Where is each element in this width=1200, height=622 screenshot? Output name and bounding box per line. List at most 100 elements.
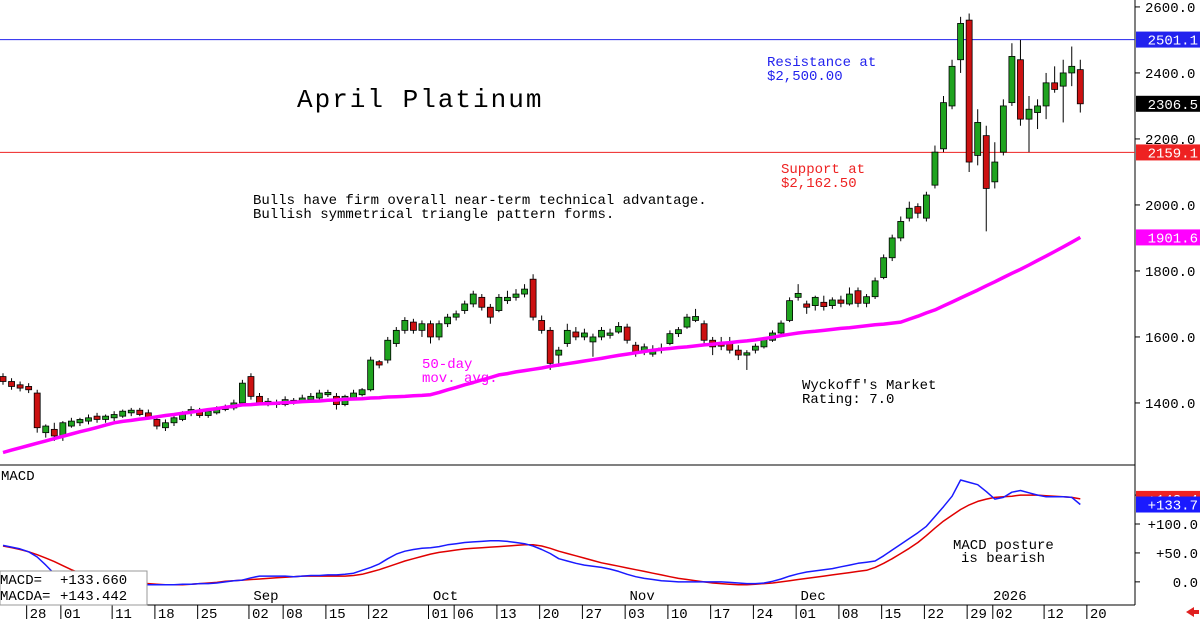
x-tick-label: 01	[432, 607, 449, 622]
macd-y-tick-label: +50.0	[1156, 547, 1198, 563]
candle-body	[581, 332, 588, 338]
candle-body	[828, 299, 836, 306]
candle-body	[521, 288, 528, 295]
annotation: Rating: 7.0	[802, 392, 894, 408]
candle-body	[914, 206, 922, 214]
candle-body	[871, 280, 879, 298]
candle-body	[495, 296, 503, 311]
candle-body	[50, 428, 58, 437]
x-tick-label: 08	[286, 607, 303, 622]
y-tick-label: 1400.0	[1145, 397, 1195, 413]
month-label: Oct	[433, 589, 458, 605]
x-tick-label: 25	[201, 607, 218, 622]
macd-y-tick-label: +100.0	[1148, 518, 1198, 534]
annotation: Support at	[781, 162, 865, 178]
y-tick-label: 1800.0	[1145, 265, 1195, 281]
readout-value: +143.442	[60, 589, 127, 605]
candle-body	[418, 323, 426, 331]
x-tick-label: 08	[842, 607, 859, 622]
candle-body	[478, 296, 486, 308]
x-tick-label: 10	[671, 607, 688, 622]
candle-body	[957, 23, 964, 61]
candle-body	[982, 135, 990, 189]
candle-body	[1008, 56, 1016, 104]
x-tick-label: 20	[543, 607, 560, 622]
candle-body	[102, 415, 109, 420]
candle-body	[811, 296, 819, 306]
x-tick-label: 03	[628, 607, 645, 622]
candle-body	[846, 293, 853, 305]
macd-title: MACD	[1, 469, 35, 485]
candle-body	[923, 194, 930, 219]
candle-body	[777, 322, 785, 334]
candle-body	[752, 345, 759, 351]
month-label: Sep	[253, 589, 278, 605]
candle-body	[1017, 59, 1024, 120]
x-tick-label: 20	[1090, 607, 1107, 622]
x-tick-label: 22	[927, 607, 944, 622]
candle-body	[444, 316, 452, 325]
x-tick-label: 29	[970, 607, 987, 622]
x-tick-label: 01	[799, 607, 816, 622]
price-marker-box	[1136, 31, 1200, 48]
candle-body	[0, 376, 7, 382]
candle-body	[409, 321, 417, 331]
candle-body	[931, 151, 939, 186]
price-marker-box	[1136, 95, 1200, 112]
moving-average-line	[2, 235, 1082, 455]
candle-body	[1051, 82, 1059, 90]
candle-body	[948, 65, 956, 107]
candle-body	[589, 336, 597, 343]
x-tick-label: 12	[1047, 607, 1064, 622]
candle-body	[940, 102, 947, 150]
candle-body	[863, 296, 870, 304]
candle-body	[794, 292, 802, 298]
candle-body	[469, 293, 477, 305]
candle-body	[384, 339, 392, 361]
x-tick-label: 02	[252, 607, 269, 622]
macd-annotation: MACD posture	[953, 538, 1054, 554]
candle-body	[512, 293, 520, 298]
y-tick-label: 2400.0	[1145, 67, 1195, 83]
price-marker-label: 1901.6	[1148, 231, 1198, 247]
candle-body	[623, 326, 631, 341]
macd-marker-label: +133.7	[1148, 499, 1198, 515]
candle-body	[820, 301, 828, 307]
candle-body	[76, 419, 84, 424]
macd-y-tick-label: 0.0	[1173, 576, 1198, 592]
candle-body	[854, 290, 862, 304]
x-tick-label: 18	[158, 607, 175, 622]
scroll-arrow	[1186, 607, 1199, 617]
candle-body	[1042, 82, 1050, 107]
candle-body	[538, 320, 546, 331]
candle-body	[1034, 105, 1041, 113]
candle-body	[427, 323, 434, 338]
candle-body	[110, 414, 118, 419]
x-tick-label: 02	[996, 607, 1013, 622]
candle-body	[666, 333, 674, 344]
candle-body	[974, 122, 982, 156]
candle-body	[8, 381, 15, 387]
annotation: 50-day	[422, 357, 472, 373]
candle-body	[615, 325, 622, 333]
candle-body	[504, 296, 511, 302]
candle-body	[247, 376, 255, 397]
candle-body	[204, 410, 212, 416]
price-marker-label: 2159.1	[1148, 146, 1198, 162]
candle-body	[999, 105, 1007, 153]
chart-title: April Platinum	[297, 85, 543, 115]
annotation: Bullish symmetrical triangle pattern for…	[253, 207, 614, 223]
price-marker-box	[1136, 229, 1200, 246]
readout-name: MACD=	[0, 573, 42, 589]
candle-body	[367, 359, 375, 391]
candle-body	[897, 221, 905, 239]
candle-body	[375, 361, 383, 366]
candle-body	[315, 392, 323, 399]
x-tick-label: 13	[500, 607, 517, 622]
price-marker-label: 2501.1	[1148, 34, 1198, 50]
annotation: $2,500.00	[767, 69, 843, 85]
x-tick-label: 11	[115, 607, 132, 622]
